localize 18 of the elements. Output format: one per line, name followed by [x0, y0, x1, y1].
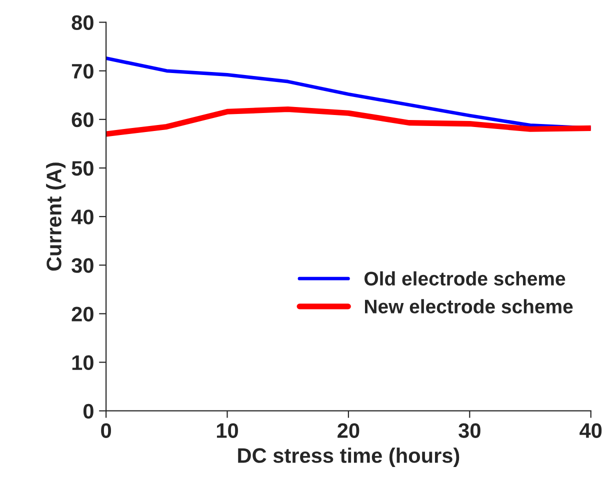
y-tick-label: 0	[83, 404, 94, 419]
y-tick-label: 70	[72, 64, 94, 79]
y-tick-label: 80	[72, 15, 94, 30]
y-axis-title: Current (A)	[46, 162, 66, 271]
y-tick-label: 50	[72, 160, 94, 176]
x-tick-label: 30	[458, 423, 480, 438]
y-tick-label: 30	[72, 258, 94, 273]
x-tick-label: 40	[580, 423, 602, 438]
y-tick-label: 20	[72, 306, 94, 322]
x-tick-label: 0	[101, 423, 111, 438]
legend-label: Old electrode scheme	[364, 271, 566, 286]
y-tick-label: 60	[72, 112, 94, 128]
x-axis-title: DC stress time (hours)	[238, 448, 460, 468]
legend-label: New electrode scheme	[365, 299, 573, 314]
y-tick-label: 10	[72, 355, 94, 370]
x-tick-label: 10	[216, 423, 238, 438]
y-tick-label: 40	[71, 210, 94, 224]
x-tick-label: 20	[338, 423, 360, 438]
